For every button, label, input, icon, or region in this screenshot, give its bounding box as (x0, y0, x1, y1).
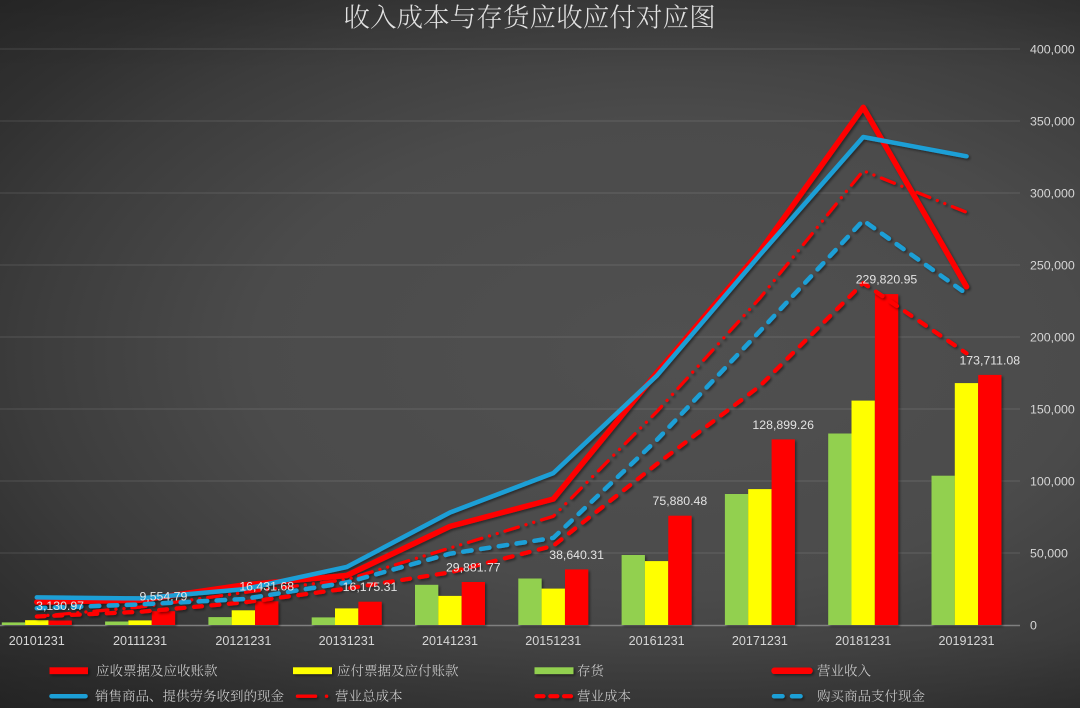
svg-text:100,000: 100,000 (1030, 475, 1075, 489)
svg-text:300,000: 300,000 (1030, 187, 1075, 201)
svg-text:29,881.77: 29,881.77 (446, 560, 501, 574)
svg-text:20101231: 20101231 (9, 634, 65, 648)
svg-text:16,175.31: 16,175.31 (343, 580, 398, 594)
svg-text:20191231: 20191231 (938, 634, 994, 648)
svg-text:0: 0 (1030, 619, 1037, 633)
svg-text:50,000: 50,000 (1030, 547, 1068, 561)
svg-text:173,711.08: 173,711.08 (959, 353, 1020, 367)
svg-text:200,000: 200,000 (1030, 331, 1075, 345)
svg-text:128,899.26: 128,899.26 (752, 418, 814, 432)
svg-text:75,880.48: 75,880.48 (653, 494, 708, 508)
svg-text:16,431.68: 16,431.68 (239, 580, 294, 594)
svg-text:20171231: 20171231 (732, 634, 788, 648)
svg-text:38,640.31: 38,640.31 (549, 548, 604, 562)
svg-text:3,130.97: 3,130.97 (36, 599, 84, 613)
svg-text:350,000: 350,000 (1030, 115, 1075, 129)
svg-text:20151231: 20151231 (525, 634, 581, 648)
svg-text:20161231: 20161231 (629, 634, 685, 648)
svg-text:20121231: 20121231 (215, 634, 271, 648)
svg-text:20141231: 20141231 (422, 634, 478, 648)
svg-text:250,000: 250,000 (1030, 259, 1075, 273)
svg-text:400,000: 400,000 (1030, 43, 1075, 57)
svg-text:229,820.95: 229,820.95 (856, 273, 918, 287)
svg-text:20181231: 20181231 (835, 634, 891, 648)
svg-text:150,000: 150,000 (1030, 403, 1075, 417)
svg-text:20111231: 20111231 (113, 634, 167, 648)
svg-text:20131231: 20131231 (319, 634, 375, 648)
svg-text:9,554.79: 9,554.79 (139, 590, 187, 604)
